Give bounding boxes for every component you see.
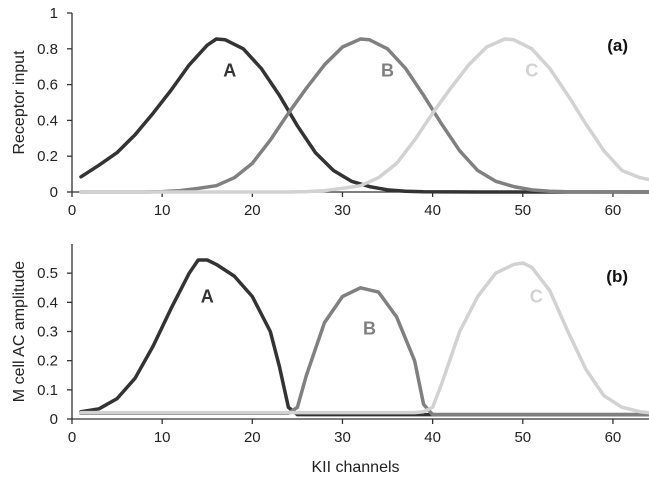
panel-1-series-b-line bbox=[79, 37, 649, 194]
panel-2-ytick-label: 0.3 bbox=[37, 324, 58, 341]
panel-2-ytick-label: 0.2 bbox=[37, 353, 58, 370]
panel-1-xtick-label: 10 bbox=[154, 202, 171, 219]
panel-1-ytick-label: 1 bbox=[50, 5, 58, 22]
panel-2-xtick-label: 40 bbox=[424, 429, 441, 446]
panel-1-series-a-label: A bbox=[223, 60, 236, 80]
panel-2-xtick-label: 30 bbox=[334, 429, 351, 446]
panel-1-series-a-line bbox=[79, 37, 649, 194]
panel-1-ytick-label: 0.6 bbox=[37, 77, 58, 94]
panel-2-ytick-label: 0 bbox=[50, 411, 58, 428]
panel-1-panel-label: (a) bbox=[607, 36, 628, 55]
panel-2-ytick-label: 0.1 bbox=[37, 382, 58, 399]
panel-2-y-axis-label: M cell AC amplitude bbox=[11, 261, 28, 402]
panel-1-xtick-label: 30 bbox=[334, 202, 351, 219]
panel-1-xtick-label: 0 bbox=[68, 202, 76, 219]
panel-2-series-b-line bbox=[79, 286, 649, 417]
panel-2-series-a-line bbox=[79, 258, 649, 417]
panel-1-xtick-label: 50 bbox=[514, 202, 531, 219]
panel-2-series-b-label: B bbox=[363, 319, 376, 339]
panel-2-xtick-label: 50 bbox=[514, 429, 531, 446]
panel-2-ytick-label: 0.5 bbox=[37, 265, 58, 282]
panel-2-xtick-label: 10 bbox=[154, 429, 171, 446]
panel-1-series-b-label: B bbox=[381, 60, 394, 80]
panel-2-series-a-label: A bbox=[201, 287, 214, 307]
panel-1-xtick-label: 60 bbox=[605, 202, 622, 219]
panel-1-xtick-label: 20 bbox=[244, 202, 261, 219]
panel-2-xtick-label: 60 bbox=[605, 429, 622, 446]
panel-1-ytick-label: 0 bbox=[50, 184, 58, 201]
panel-2-x-axis-label: KII channels bbox=[311, 459, 399, 476]
panel-1-series-c-label: C bbox=[525, 60, 538, 80]
panel-1-ytick-label: 0.8 bbox=[37, 41, 58, 58]
panel-2-ytick-label: 0.4 bbox=[37, 294, 58, 311]
panel-2-panel-label: (b) bbox=[606, 267, 628, 286]
panel-1-y-axis-label: Receptor input bbox=[11, 50, 28, 155]
panel-2-xtick-label: 0 bbox=[68, 429, 76, 446]
panel-1-ytick-label: 0.2 bbox=[37, 148, 58, 165]
panel-1-ytick-label: 0.4 bbox=[37, 112, 58, 129]
panel-2-series-c-label: C bbox=[530, 287, 543, 307]
panel-1-series-c-line bbox=[79, 37, 649, 194]
panel-2-series-c-line bbox=[79, 261, 649, 415]
panel-1-xtick-label: 40 bbox=[424, 202, 441, 219]
panel-2-xtick-label: 20 bbox=[244, 429, 261, 446]
